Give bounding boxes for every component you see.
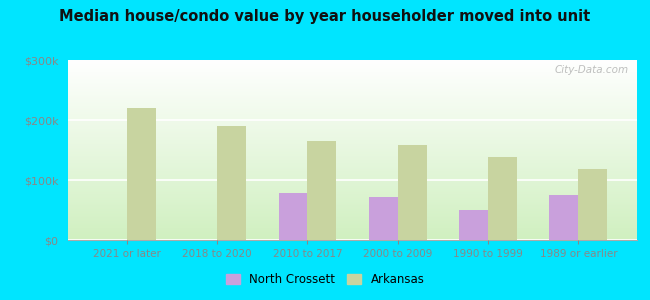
Text: Median house/condo value by year householder moved into unit: Median house/condo value by year househo…: [59, 9, 591, 24]
Bar: [578, 169, 607, 240]
Bar: [369, 197, 398, 240]
Bar: [398, 145, 426, 240]
Text: City-Data.com: City-Data.com: [554, 65, 629, 75]
Bar: [307, 141, 337, 240]
Bar: [217, 126, 246, 240]
Bar: [488, 157, 517, 240]
Bar: [549, 195, 578, 240]
Bar: [127, 108, 156, 240]
Bar: [279, 193, 307, 240]
Bar: [459, 210, 488, 240]
Legend: North Crossett, Arkansas: North Crossett, Arkansas: [221, 269, 429, 291]
